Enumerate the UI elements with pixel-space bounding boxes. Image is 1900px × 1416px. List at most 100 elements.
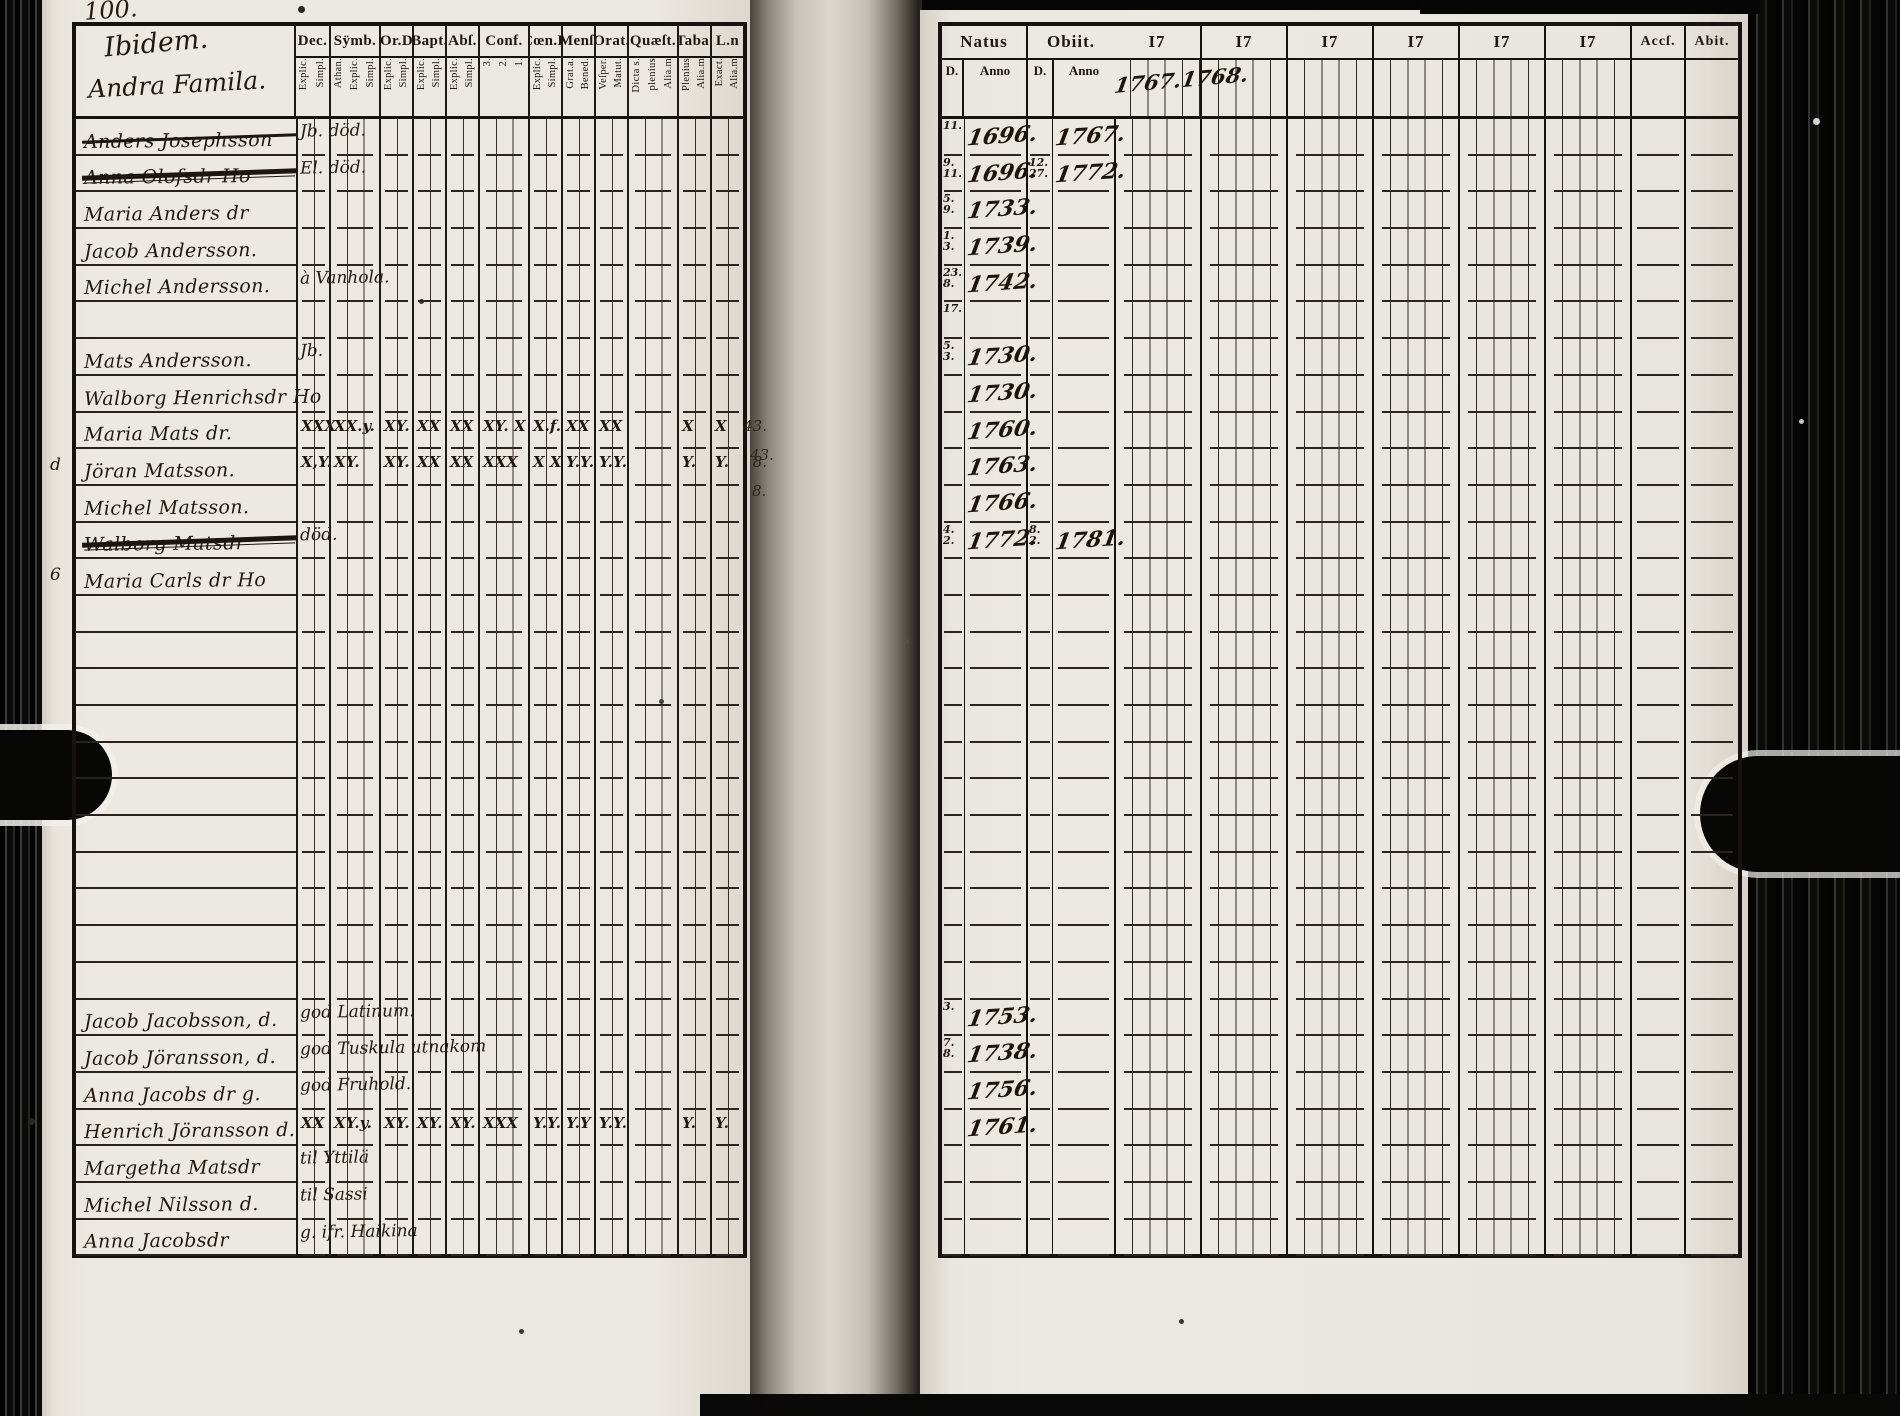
year-grid-cell (1200, 485, 1286, 523)
year-grid-cell (1372, 155, 1458, 193)
year-grid-cell (1200, 559, 1286, 596)
register-row: Henrich Jöransson d. XX XY.y. XY. XY. XY. XXX Y… (76, 1109, 743, 1147)
mark-cell (445, 229, 478, 266)
accessit-cell (1630, 669, 1684, 706)
obiit-year-cell (1052, 669, 1114, 706)
mark-cell (528, 229, 561, 266)
natus-day-cell: 7. 8. (942, 1036, 964, 1073)
year-grid-cell (1114, 265, 1200, 303)
day-value: 1. 3. (943, 230, 954, 252)
mark-cell (710, 485, 743, 523)
abiit-cell (1684, 339, 1738, 376)
year-grid-cell (1114, 559, 1200, 596)
row-annotation: god Tuskula utnakom (299, 1036, 487, 1060)
mark-cell (561, 302, 594, 340)
row-annotation: til Sassi (299, 1184, 368, 1206)
year-grid-cell (1544, 302, 1630, 340)
obiit-year-cell (1052, 999, 1114, 1037)
natus-year-cell (964, 706, 1026, 743)
mark-cell (445, 816, 478, 853)
register-row-dates (942, 595, 1738, 633)
subcolumn-label: Alia.m (729, 58, 740, 89)
mark-cell (379, 229, 412, 266)
natus-day-cell: 5. 3. (942, 339, 964, 376)
abiit-cell (1684, 852, 1738, 890)
year-grid-cell (1200, 1109, 1286, 1147)
obiit-day-cell (1026, 339, 1052, 376)
day-part: 23. (943, 265, 963, 279)
mark-cell (412, 1182, 445, 1220)
mark-cell (528, 559, 561, 596)
register-row-dates: 1730. (942, 375, 1738, 413)
mark-cell (561, 632, 594, 670)
mark-cell (710, 229, 743, 266)
year-grid-cell (1286, 1182, 1372, 1220)
mark-cell (379, 632, 412, 670)
mark-cell (677, 559, 710, 596)
abiit-cell (1684, 1146, 1738, 1183)
year-grid-cell (1544, 375, 1630, 413)
mark-cell (677, 339, 710, 376)
abiit-cell (1684, 485, 1738, 523)
mark-cell (296, 595, 329, 633)
year-block-header: I7 1767.1768. (1113, 26, 1250, 116)
register-row-dates: 1763. (942, 449, 1738, 486)
mark-cell (594, 559, 627, 596)
accessit-cell (1630, 852, 1684, 890)
mark-cell (296, 669, 329, 706)
attendance-marks: XX (450, 416, 474, 435)
year-grid-cell (1544, 449, 1630, 486)
day-value: 11. (943, 120, 962, 131)
mark-cell (594, 1072, 627, 1110)
abiit-cell (1684, 559, 1738, 596)
year-block-label: I7 (1114, 26, 1200, 60)
name-cell (76, 816, 296, 853)
register-row (76, 852, 743, 890)
mark-cell (412, 999, 445, 1037)
book-edge-right (1750, 0, 1900, 1416)
register-row-dates (942, 1182, 1738, 1220)
mark-cell (478, 155, 528, 193)
register-row (76, 742, 743, 780)
register-row-dates: 11. 1696. 1767. (942, 119, 1738, 156)
year-grid-cell (1200, 962, 1286, 1000)
year-grid-cell (1372, 559, 1458, 596)
name-cell: Anders Josephsson (76, 119, 297, 156)
year-grid-cell (1458, 559, 1544, 596)
mark-cell (627, 632, 677, 670)
mark-cell (677, 779, 710, 817)
obiit-day-cell (1026, 889, 1052, 927)
attendance-marks: XX (566, 416, 590, 435)
mark-cell (478, 1072, 528, 1110)
register-row-dates: 4. 2. 1772. 8. 2. 1781. (942, 522, 1738, 560)
obiit-day-cell (1026, 706, 1052, 743)
mark-cell (627, 192, 677, 230)
subcolumn-label: Exact. (713, 58, 725, 87)
year-grid-cell (1458, 926, 1544, 963)
day-value: 7. 8. (943, 1037, 954, 1059)
left-clamp-shadow (0, 730, 112, 820)
subcolumn: Simpl. (313, 58, 330, 116)
attendance-marks: XXX (483, 453, 518, 472)
register-row: Anna Olofsdr HoEl. död. (76, 155, 743, 193)
mark-cell (379, 559, 412, 596)
mark-cell (677, 1072, 710, 1110)
year-grid-cell (1372, 632, 1458, 670)
mark-cell (528, 595, 561, 633)
subcolumn: Explic. (414, 58, 430, 116)
mark-cell (594, 1146, 627, 1183)
column-group-header: Orat.Veſper. Matut. (594, 26, 627, 116)
obiit-year-cell (1052, 375, 1114, 413)
year-grid-cell (1372, 229, 1458, 266)
attendance-marks: XXX (483, 1113, 518, 1132)
register-row: Margetha Matsdr til Yttilä (76, 1146, 743, 1183)
subcolumn: Explic. (447, 58, 463, 116)
year-grid-cell (1114, 1146, 1200, 1183)
year-grid-cell (1114, 485, 1200, 523)
mark-cell (296, 485, 329, 523)
day-value: 8. 2. (1029, 524, 1040, 546)
day-part: 2. (943, 533, 955, 547)
person-name: Anna Jacobs dr g. (83, 1082, 261, 1107)
subcolumn-label: Simpl. (364, 58, 376, 88)
mark-cell (412, 742, 445, 780)
